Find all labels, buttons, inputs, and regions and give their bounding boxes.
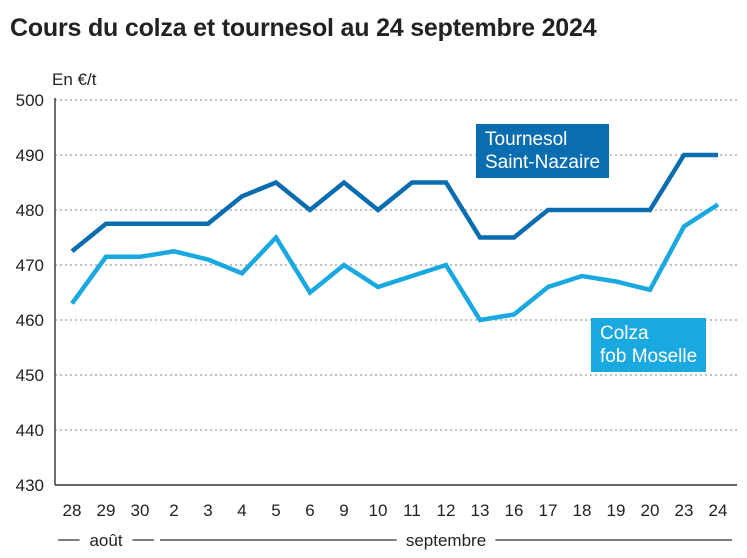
series-line-1 (70, 202, 720, 323)
month-labels: août septembre (58, 531, 732, 550)
series-label-line-2: fob Moselle (600, 346, 698, 367)
series-label-line-1: Tournesol (485, 129, 568, 150)
series-label-colza: Colza fob Moselle (591, 318, 707, 372)
series-line-0 (70, 152, 718, 254)
x-tick-label: 17 (539, 501, 558, 520)
x-tick-label: 30 (131, 501, 150, 520)
x-axis-ticks: 28 29 30 2 3 4 5 6 9 10 11 12 13 16 17 18 19 20 23 24 (63, 501, 728, 520)
series-label-line-2: Saint-Nazaire (485, 152, 601, 173)
month-label: septembre (406, 531, 486, 550)
x-tick-label: 12 (437, 501, 456, 520)
x-tick-label: 23 (675, 501, 694, 520)
series-lines (70, 152, 720, 323)
x-tick-label: 20 (641, 501, 660, 520)
x-tick-label: 6 (305, 501, 314, 520)
x-tick-label: 28 (63, 501, 82, 520)
x-tick-label: 24 (709, 501, 728, 520)
y-axis-ticks: 430 440 450 460 470 480 490 500 (16, 91, 44, 495)
x-tick-label: 9 (339, 501, 348, 520)
y-tick-label: 480 (16, 201, 44, 220)
x-tick-label: 10 (369, 501, 388, 520)
x-tick-label: 13 (471, 501, 490, 520)
y-tick-label: 460 (16, 311, 44, 330)
x-tick-label: 18 (573, 501, 592, 520)
x-tick-label: 5 (271, 501, 280, 520)
x-tick-label: 29 (97, 501, 116, 520)
y-tick-label: 440 (16, 421, 44, 440)
y-tick-label: 500 (16, 91, 44, 110)
chart-title: Cours du colza et tournesol au 24 septem… (10, 14, 597, 42)
y-axis-unit-label: En €/t (52, 70, 97, 89)
y-tick-label: 490 (16, 146, 44, 165)
month-label: août (89, 531, 122, 550)
series-label-line-1: Colza (600, 323, 649, 344)
x-tick-label: 2 (169, 501, 178, 520)
x-tick-label: 4 (237, 501, 246, 520)
y-tick-label: 430 (16, 476, 44, 495)
x-tick-label: 19 (607, 501, 626, 520)
grid-lines (54, 98, 737, 486)
x-tick-label: 11 (403, 501, 421, 520)
y-tick-label: 450 (16, 366, 44, 385)
y-tick-label: 470 (16, 256, 44, 275)
series-label-tournesol: Tournesol Saint-Nazaire (476, 124, 610, 178)
x-tick-label: 16 (505, 501, 524, 520)
x-tick-label: 3 (203, 501, 212, 520)
